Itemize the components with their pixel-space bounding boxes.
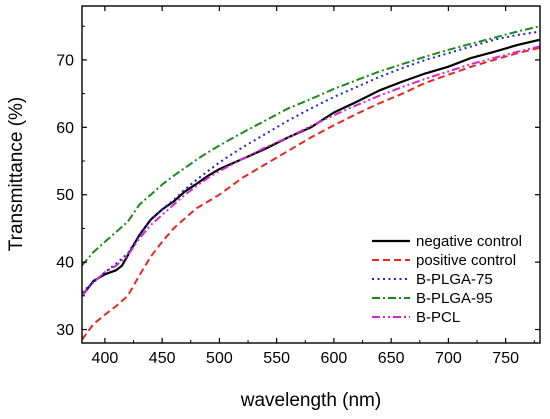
y-tick-label: 60: [56, 120, 74, 137]
y-tick-label: 50: [56, 187, 74, 204]
x-tick-label: 750: [492, 350, 519, 367]
legend-label: negative control: [416, 233, 522, 250]
series-line-b-plga-75: [82, 30, 540, 294]
series-line-b-pcl: [82, 45, 540, 297]
legend-label: positive control: [416, 252, 516, 269]
x-tick-label: 450: [149, 350, 176, 367]
series-layer: [82, 25, 540, 341]
y-axis: 30 40 50 60 70: [56, 25, 540, 339]
y-axis-title: Transmittance (%): [6, 97, 27, 252]
legend-label: B-PLGA-75: [416, 271, 493, 288]
x-tick-label: 550: [263, 350, 290, 367]
y-tick-label: 30: [56, 322, 74, 339]
plot-frame: [81, 5, 541, 344]
legend-label: B-PCL: [416, 309, 460, 326]
y-tick-label: 40: [56, 255, 74, 272]
x-tick-label: 650: [378, 350, 405, 367]
x-tick-label: 400: [92, 350, 119, 367]
x-axis: 400 450 500 550 600 650 700 750: [92, 6, 535, 367]
legend-label: B-PLGA-95: [416, 290, 493, 307]
x-tick-label: 700: [435, 350, 462, 367]
x-tick-label: 500: [206, 350, 233, 367]
x-tick-label: 600: [321, 350, 348, 367]
series-line-b-plga-95: [82, 25, 540, 267]
x-axis-title: wavelength (nm): [240, 390, 381, 411]
series-line-positive-control: [82, 46, 540, 341]
y-tick-label: 70: [56, 52, 74, 69]
legend: negative control positive control B-PLGA-7…: [372, 233, 522, 326]
